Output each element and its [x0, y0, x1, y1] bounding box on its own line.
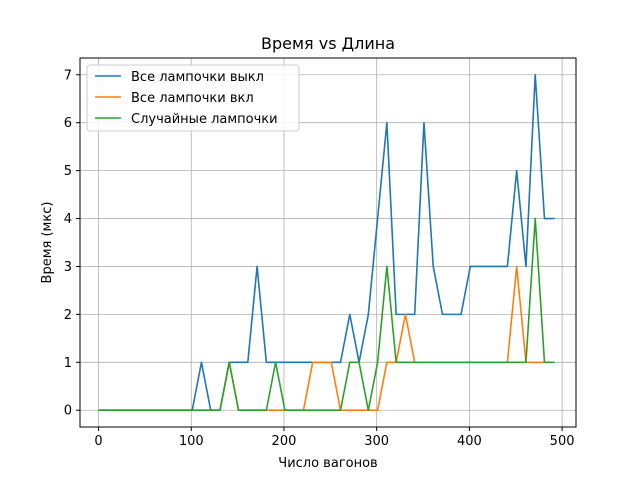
y-tick-label: 1	[64, 356, 72, 371]
y-axis-ticks: 0 1 2 3 4 5 6 7	[64, 68, 80, 419]
y-tick-label: 4	[64, 212, 72, 227]
series-lines	[98, 73, 555, 412]
y-tick-label: 5	[64, 164, 72, 179]
legend-label-series-1: Все лампочки выкл	[131, 70, 264, 85]
plot-frame	[79, 57, 577, 428]
chart-title: Время vs Длина	[261, 34, 395, 53]
legend-box	[86, 64, 300, 132]
y-tick-label: 6	[64, 116, 72, 131]
legend-label-series-3: Случайные лампочки	[131, 112, 278, 127]
y-tick-label: 7	[64, 68, 72, 83]
x-tick-label: 100	[179, 434, 204, 449]
x-tick-label: 0	[94, 434, 102, 449]
y-axis-label: Время (мкс)	[40, 202, 55, 284]
series-line-3	[98, 217, 555, 412]
x-tick-label: 400	[457, 434, 482, 449]
legend-label-series-2: Все лампочки вкл	[131, 91, 254, 106]
y-tick-label: 0	[64, 404, 72, 419]
x-tick-label: 300	[364, 434, 389, 449]
x-axis-label: Число вагонов	[278, 456, 377, 471]
legend: Все лампочки выкл Все лампочки вкл Случа…	[86, 64, 300, 132]
x-tick-label: 200	[272, 434, 297, 449]
y-tick-label: 2	[64, 308, 72, 323]
x-tick-label: 500	[550, 434, 575, 449]
x-axis-ticks: 0 100 200 300 400 500	[94, 427, 575, 449]
y-tick-label: 3	[64, 260, 72, 275]
